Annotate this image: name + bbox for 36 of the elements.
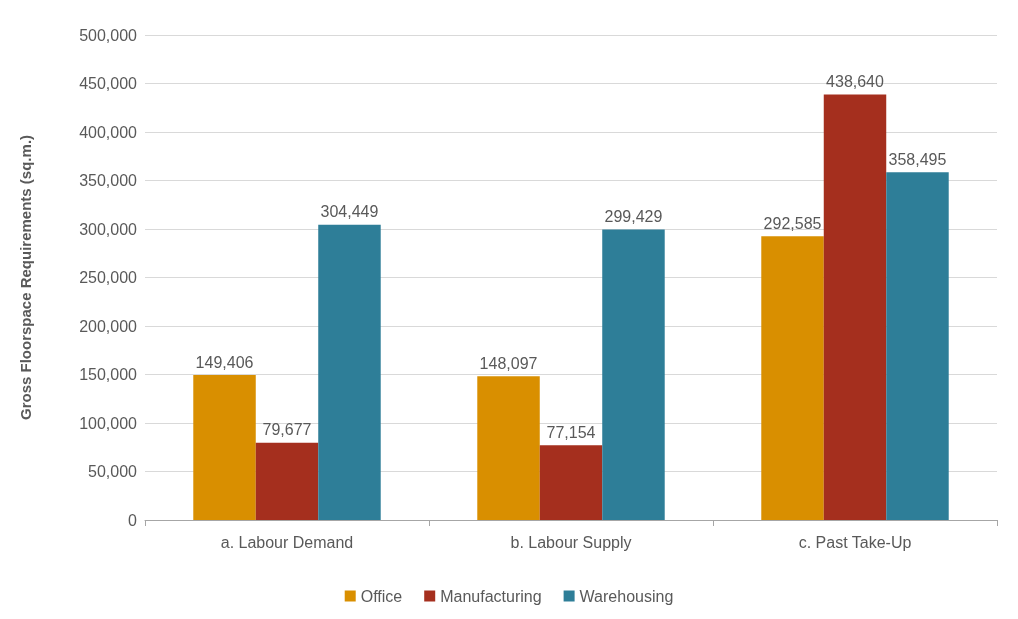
y-tick-label: 450,000 [79,75,138,92]
y-tick-label: 100,000 [79,414,138,432]
data-label: 149,406 [195,353,254,371]
y-tick-label: 50,000 [88,463,138,480]
y-tick-label: 250,000 [79,269,138,286]
y-tick-label: 300,000 [79,220,138,238]
data-label: 299,429 [604,208,663,226]
y-tick-label: 400,000 [79,123,138,141]
legend-label: Office [360,587,403,605]
y-tick-label: 150,000 [79,366,138,383]
bar [318,224,381,520]
data-label: 77,154 [546,423,596,441]
x-tick-label: a. Labour Demand [220,533,354,551]
x-tick-label: b. Labour Supply [510,533,632,551]
y-tick-label: 200,000 [79,317,138,335]
data-label: 148,097 [479,354,538,372]
bar [193,375,256,520]
bar [886,172,949,520]
y-tick-label: 350,000 [79,172,138,189]
legend-label: Warehousing [579,587,674,605]
bar [761,236,824,520]
data-label: 438,640 [826,73,885,91]
bar [539,445,603,520]
x-tick-label: c. Past Take-Up [798,533,912,551]
bar [255,442,319,520]
bar [477,376,540,520]
y-tick-label: 0 [128,511,138,529]
legend-label: Manufacturing [440,587,542,605]
bar [823,94,887,520]
bar [602,229,665,520]
y-tick-label: 500,000 [79,26,138,44]
data-label: 304,449 [320,203,379,221]
data-label: 79,677 [262,421,312,439]
y-axis-title: Gross Floorspace Requirements (sq.m.) [17,134,34,421]
data-label: 292,585 [763,214,822,232]
data-label: 358,495 [888,150,947,168]
